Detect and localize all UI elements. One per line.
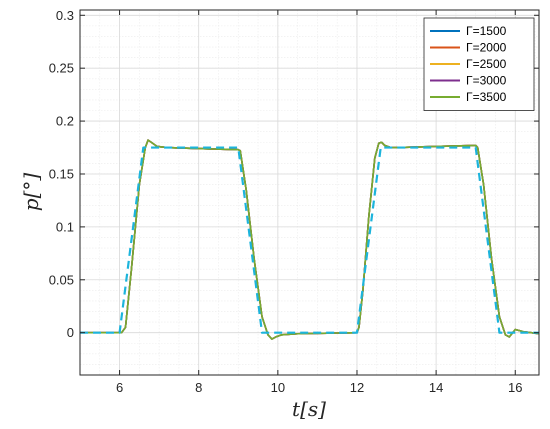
x-tick-label: 16 bbox=[508, 380, 522, 395]
legend-label: Γ=2500 bbox=[466, 57, 507, 71]
plot-area-frame bbox=[79, 9, 540, 376]
x-tick-label: 12 bbox=[350, 380, 364, 395]
x-tick-label: 10 bbox=[271, 380, 285, 395]
series-line-5 bbox=[80, 139, 539, 340]
series-line-4 bbox=[80, 139, 539, 340]
y-tick-label: 0.2 bbox=[56, 114, 74, 129]
y-tick-label: 0.05 bbox=[49, 272, 74, 287]
y-axis-label: p[°] bbox=[19, 173, 43, 212]
legend-label: Γ=3500 bbox=[466, 90, 507, 104]
legend-label: Γ=3000 bbox=[466, 74, 507, 88]
legend: Γ=1500 Γ=2000 Γ=2500 Γ=3000 Γ=3500 bbox=[423, 17, 535, 111]
x-axis-label: t[s] bbox=[292, 397, 326, 421]
y-tick-labels: 0 0.05 0.1 0.15 0.2 0.25 0.3 bbox=[49, 8, 74, 340]
y-tick-label: 0.25 bbox=[49, 61, 74, 76]
legend-label: Γ=1500 bbox=[466, 24, 507, 38]
legend-label: Γ=2000 bbox=[466, 41, 507, 55]
y-tick-label: 0.3 bbox=[56, 8, 74, 23]
ticks bbox=[80, 10, 539, 375]
y-tick-label: 0.1 bbox=[56, 219, 74, 234]
series-group bbox=[80, 139, 539, 340]
x-tick-labels: 6 8 10 12 14 16 bbox=[116, 380, 523, 395]
x-tick-label: 8 bbox=[195, 380, 202, 395]
reference-series-line bbox=[80, 146, 539, 334]
y-tick-label: 0.15 bbox=[49, 166, 74, 181]
series-line-2 bbox=[80, 139, 539, 340]
y-tick-label: 0 bbox=[67, 325, 74, 340]
x-tick-label: 6 bbox=[116, 380, 123, 395]
series-line-1 bbox=[80, 139, 539, 340]
series-line-3 bbox=[80, 139, 539, 340]
x-tick-label: 14 bbox=[429, 380, 443, 395]
